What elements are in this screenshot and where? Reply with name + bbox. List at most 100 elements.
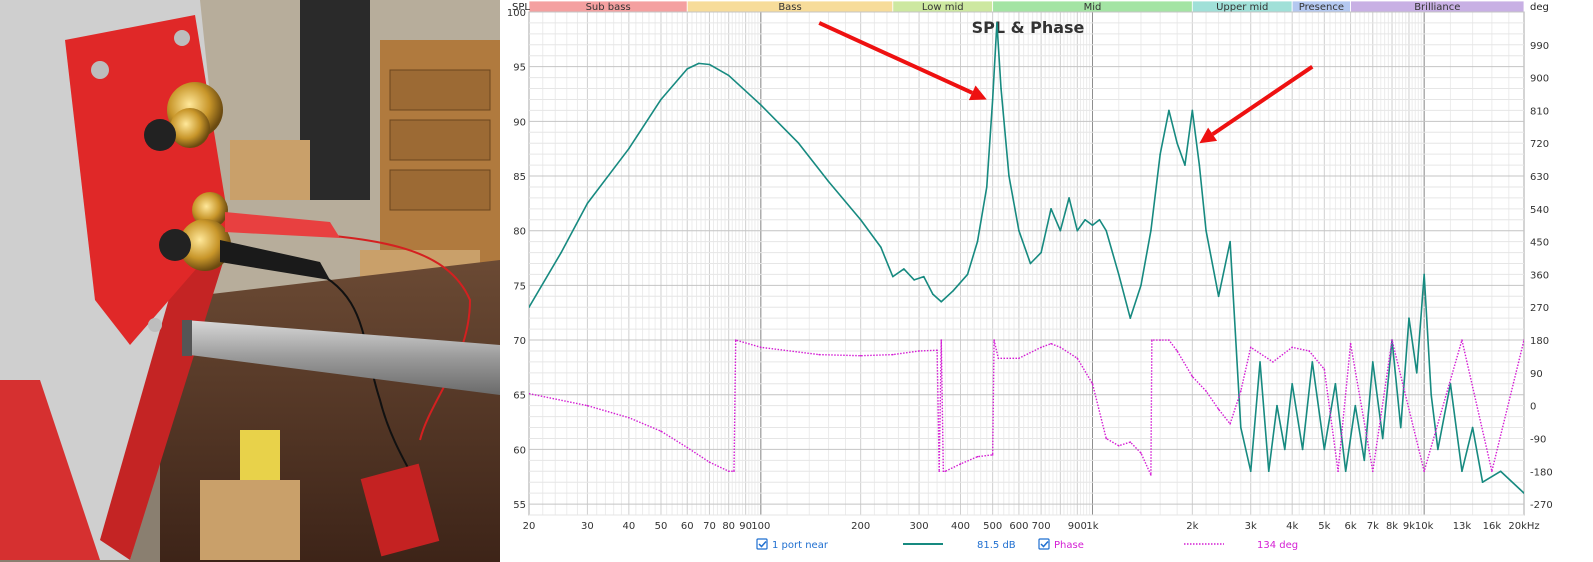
chart-grid xyxy=(528,11,1525,516)
series-1-point xyxy=(976,240,979,243)
x-tick-label: 9k xyxy=(1403,521,1415,532)
series-2-point xyxy=(1371,470,1374,473)
series-2-point xyxy=(1240,390,1242,392)
series2-checkbox[interactable] xyxy=(1038,538,1050,550)
x-tick-label: 100 xyxy=(751,521,770,532)
series-1-point xyxy=(1344,470,1347,473)
series-2-point xyxy=(1523,339,1524,341)
series2-value: 134 deg xyxy=(1257,540,1298,551)
band-label: Upper mid xyxy=(1216,2,1268,13)
x-tick-label: 40 xyxy=(622,521,635,532)
y-axis-unit: SPL xyxy=(512,2,530,13)
band-label: Sub bass xyxy=(586,2,631,13)
series-1-point xyxy=(952,290,954,292)
check-icon xyxy=(758,540,767,548)
series-1-point xyxy=(1159,153,1161,155)
series-1-point xyxy=(1091,224,1094,227)
series-1-point xyxy=(1129,317,1132,319)
series-1-point xyxy=(1059,229,1062,232)
frequency-band-bar: Sub bass Bass Low mid Mid Upper mid Presence B… xyxy=(528,0,1525,13)
y-tick-label: 90 xyxy=(513,117,526,128)
series-1-point xyxy=(1168,109,1170,112)
x-tick-label: 900 xyxy=(1068,521,1087,532)
series-2-point xyxy=(734,339,737,341)
x-tick-label: 16k xyxy=(1483,521,1502,532)
series-1-point xyxy=(1354,404,1357,407)
series-1-point xyxy=(1018,229,1020,232)
series-2-point xyxy=(944,470,947,473)
band-label: Bass xyxy=(778,2,801,13)
x-tick-label: 2k xyxy=(1186,521,1198,532)
series-1-point xyxy=(1363,459,1366,462)
x-tick-label: 13k xyxy=(1453,521,1472,532)
x-tick-label: 90 xyxy=(739,521,752,532)
y2-tick-label: -270 xyxy=(1530,500,1553,511)
series-1-point xyxy=(1029,262,1032,265)
x-tick-label: 1k xyxy=(1086,521,1098,532)
series-1-point xyxy=(1523,492,1524,494)
series-2-point xyxy=(938,470,940,473)
series-2-point xyxy=(1423,470,1425,473)
y-tick-label: 80 xyxy=(513,227,526,238)
series-2-point xyxy=(1129,441,1132,443)
series-1-point xyxy=(859,218,862,221)
series-2-point xyxy=(628,416,630,419)
series-2-point xyxy=(1217,408,1220,411)
x-tick-label: 700 xyxy=(1032,521,1051,532)
band-label: Mid xyxy=(1084,2,1102,13)
series-2-point xyxy=(940,339,943,341)
series-2-point xyxy=(976,455,979,458)
series-1-point xyxy=(1415,372,1418,374)
series-2-point xyxy=(1337,470,1339,473)
series-1-point xyxy=(827,180,830,183)
x-tick-label: 8k xyxy=(1386,521,1398,532)
series-2-point xyxy=(942,470,945,473)
y-tick-label: 100 xyxy=(507,8,526,19)
x-tick-label: 5k xyxy=(1318,521,1330,532)
series-1-point xyxy=(628,147,630,150)
y2-tick-label: 0 xyxy=(1530,402,1536,413)
legend: 1 port near 81.5 dB Phase 134 deg xyxy=(756,538,1298,551)
y-tick-label: 95 xyxy=(513,63,526,74)
series-1-point xyxy=(880,246,882,248)
series-1-point xyxy=(1461,470,1463,473)
series-2-point xyxy=(760,346,762,349)
x-tick-label: 4k xyxy=(1286,521,1298,532)
series-1-point xyxy=(529,306,530,309)
y-tick-label: 60 xyxy=(513,445,526,456)
series-1-point xyxy=(1117,273,1120,276)
series-2-point xyxy=(1140,452,1142,454)
series-1-point xyxy=(1176,142,1178,145)
series-1-point xyxy=(697,62,700,65)
series-1-point xyxy=(1098,218,1101,221)
series-2-point xyxy=(918,350,920,352)
series-1-point xyxy=(991,98,994,101)
x-tick-label: 80 xyxy=(722,521,735,532)
band-label: Presence xyxy=(1299,2,1344,13)
series-1-point xyxy=(586,202,589,205)
y2-tick-label: 450 xyxy=(1530,238,1549,249)
x-tick-label: 30 xyxy=(581,521,594,532)
series-1-point xyxy=(1205,229,1207,232)
x-tick-label: 400 xyxy=(951,521,970,532)
series-1-point xyxy=(1399,426,1402,429)
arrow-head-icon xyxy=(968,85,987,101)
series-1-point xyxy=(1259,361,1261,363)
speaker-measurement-photo xyxy=(0,0,500,562)
series-1-point xyxy=(1000,87,1002,90)
series-1-point xyxy=(1084,218,1086,221)
series-1-point xyxy=(903,268,905,270)
series1-checkbox[interactable] xyxy=(756,538,768,550)
series-2-point xyxy=(859,354,862,357)
y-tick-label: 55 xyxy=(513,500,526,511)
series-1-point xyxy=(1276,404,1278,407)
series-2-point xyxy=(586,404,589,407)
series-1-point xyxy=(1217,295,1220,298)
series-1-point xyxy=(1311,361,1314,363)
series-2-point xyxy=(1105,437,1108,440)
y2-tick-label: 360 xyxy=(1530,270,1549,281)
series-1-point xyxy=(1423,273,1425,276)
y2-tick-label: 270 xyxy=(1530,303,1549,314)
series-2-point xyxy=(1168,339,1170,341)
y-tick-label: 70 xyxy=(513,336,526,347)
